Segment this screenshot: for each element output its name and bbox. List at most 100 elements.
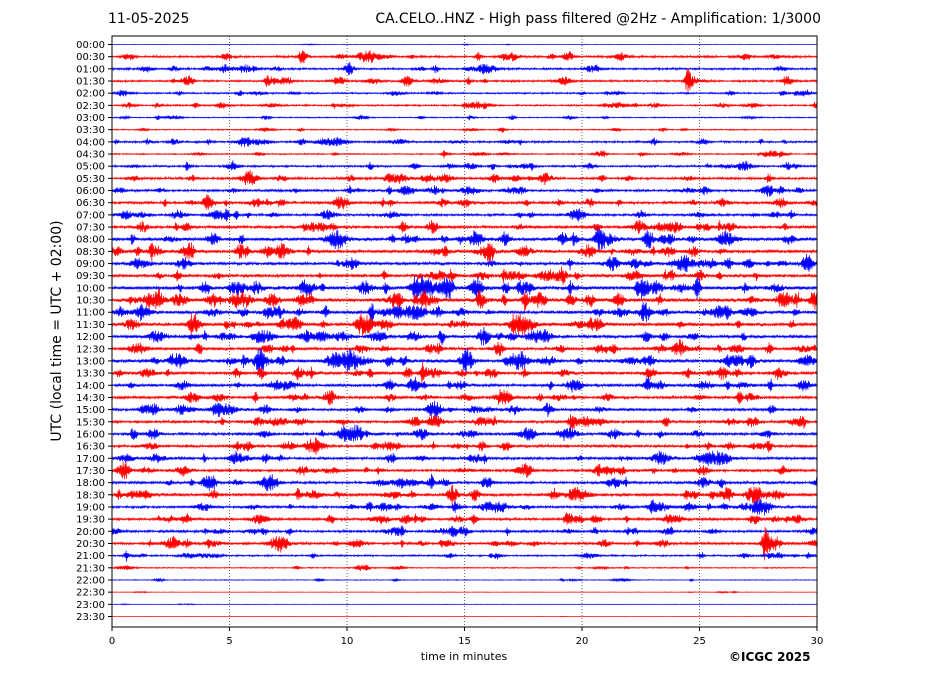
y-tick-label: 10:00 [76,283,105,294]
x-tick-label: 10 [341,636,354,647]
y-tick-label: 17:30 [76,466,105,477]
y-tick-label: 01:30 [76,77,105,88]
y-axis-label: UTC (local time = UTC + 02:00) [49,220,65,442]
trace-1230 [111,339,818,357]
trace-1530 [111,414,818,430]
trace-1800 [111,473,818,492]
trace-2100 [111,550,818,562]
y-tick-label: 23:00 [76,600,105,611]
y-tick-label: 21:00 [76,551,105,562]
x-axis-label: time in minutes [420,650,508,663]
y-tick-label: 11:30 [76,320,105,331]
chart-title: CA.CELO..HNZ - High pass filtered @2Hz -… [375,11,821,27]
y-tick-label: 08:00 [76,235,105,246]
y-tick-label: 16:30 [76,442,105,453]
y-tick-label: 02:00 [76,89,105,100]
trace-1430 [111,389,818,406]
y-tick-label: 10:30 [76,296,105,307]
trace-1900 [111,497,818,516]
x-tick-label: 20 [576,636,589,647]
y-tick-label: 05:30 [76,174,105,185]
trace-2300 [111,603,818,606]
y-tick-label: 08:30 [76,247,105,258]
trace-0730 [111,219,818,234]
trace-2200 [111,577,818,583]
trace-0300 [111,114,818,121]
y-tick-label: 00:00 [76,40,105,51]
trace-0430 [111,150,818,159]
y-tick-label: 21:30 [76,563,105,574]
x-tick-label: 5 [226,636,232,647]
trace-1830 [111,484,818,505]
y-tick-label: 18:30 [76,490,105,501]
y-tick-label: 04:30 [76,150,105,161]
trace-1200 [111,326,818,346]
trace-2030 [111,526,818,561]
trace-0530 [111,169,818,186]
y-tick-label: 15:00 [76,405,105,416]
y-tick-label: 03:00 [76,113,105,124]
y-tick-label: 07:30 [76,223,105,234]
trace-0200 [111,89,818,97]
trace-1730 [111,461,818,480]
trace-1400 [111,376,818,393]
trace-0830 [111,242,818,263]
y-tick-label: 18:00 [76,478,105,489]
trace-0800 [111,227,818,252]
trace-2330 [111,615,818,618]
trace-1130 [111,313,818,337]
x-tick-label: 25 [693,636,706,647]
trace-0230 [111,101,818,110]
x-tick-label: 30 [811,636,824,647]
trace-1630 [111,437,818,455]
y-tick-label: 13:30 [76,369,105,380]
trace-1100 [111,301,818,324]
trace-0500 [111,160,818,171]
y-tick-label: 22:00 [76,575,105,586]
chart-date: 11-05-2025 [108,11,190,27]
y-tick-label: 04:00 [76,137,105,148]
trace-1600 [111,424,818,442]
trace-0100 [111,61,818,76]
y-tick-label: 19:30 [76,515,105,526]
trace-0600 [111,185,818,197]
y-tick-label: 01:00 [76,64,105,75]
y-tick-label: 15:30 [76,417,105,428]
trace-0130 [111,68,818,93]
y-tick-label: 02:30 [76,101,105,112]
trace-1030 [111,288,818,312]
y-tick-label: 07:00 [76,210,105,221]
trace-0630 [111,194,818,210]
y-tick-label: 17:00 [76,454,105,465]
y-tick-label: 00:30 [76,52,105,63]
y-tick-label: 09:00 [76,259,105,270]
y-tick-label: 16:00 [76,429,105,440]
trace-0330 [111,127,818,134]
trace-0400 [111,136,818,148]
y-tick-label: 13:00 [76,356,105,367]
y-tick-label: 20:30 [76,539,105,550]
y-tick-label: 23:30 [76,612,105,623]
trace-2130 [111,564,818,571]
copyright-notice: ©ICGC 2025 [729,650,811,664]
trace-1500 [111,400,818,418]
y-tick-label: 11:00 [76,308,105,319]
trace-1930 [111,512,818,525]
y-tick-label: 19:00 [76,502,105,513]
y-tick-label: 20:00 [76,527,105,538]
trace-0900 [111,253,818,273]
grid-lines [229,36,700,627]
trace-0030 [111,50,818,64]
trace-2000 [111,525,818,538]
y-tick-label: 06:30 [76,198,105,209]
y-tick-label: 14:30 [76,393,105,404]
x-tick-label: 15 [458,636,471,647]
y-tick-label: 09:30 [76,271,105,282]
y-tick-label: 03:30 [76,125,105,136]
y-tick-label: 22:30 [76,588,105,599]
trace-1300 [111,348,818,376]
trace-0000 [111,43,818,46]
seismic-traces [111,43,818,618]
